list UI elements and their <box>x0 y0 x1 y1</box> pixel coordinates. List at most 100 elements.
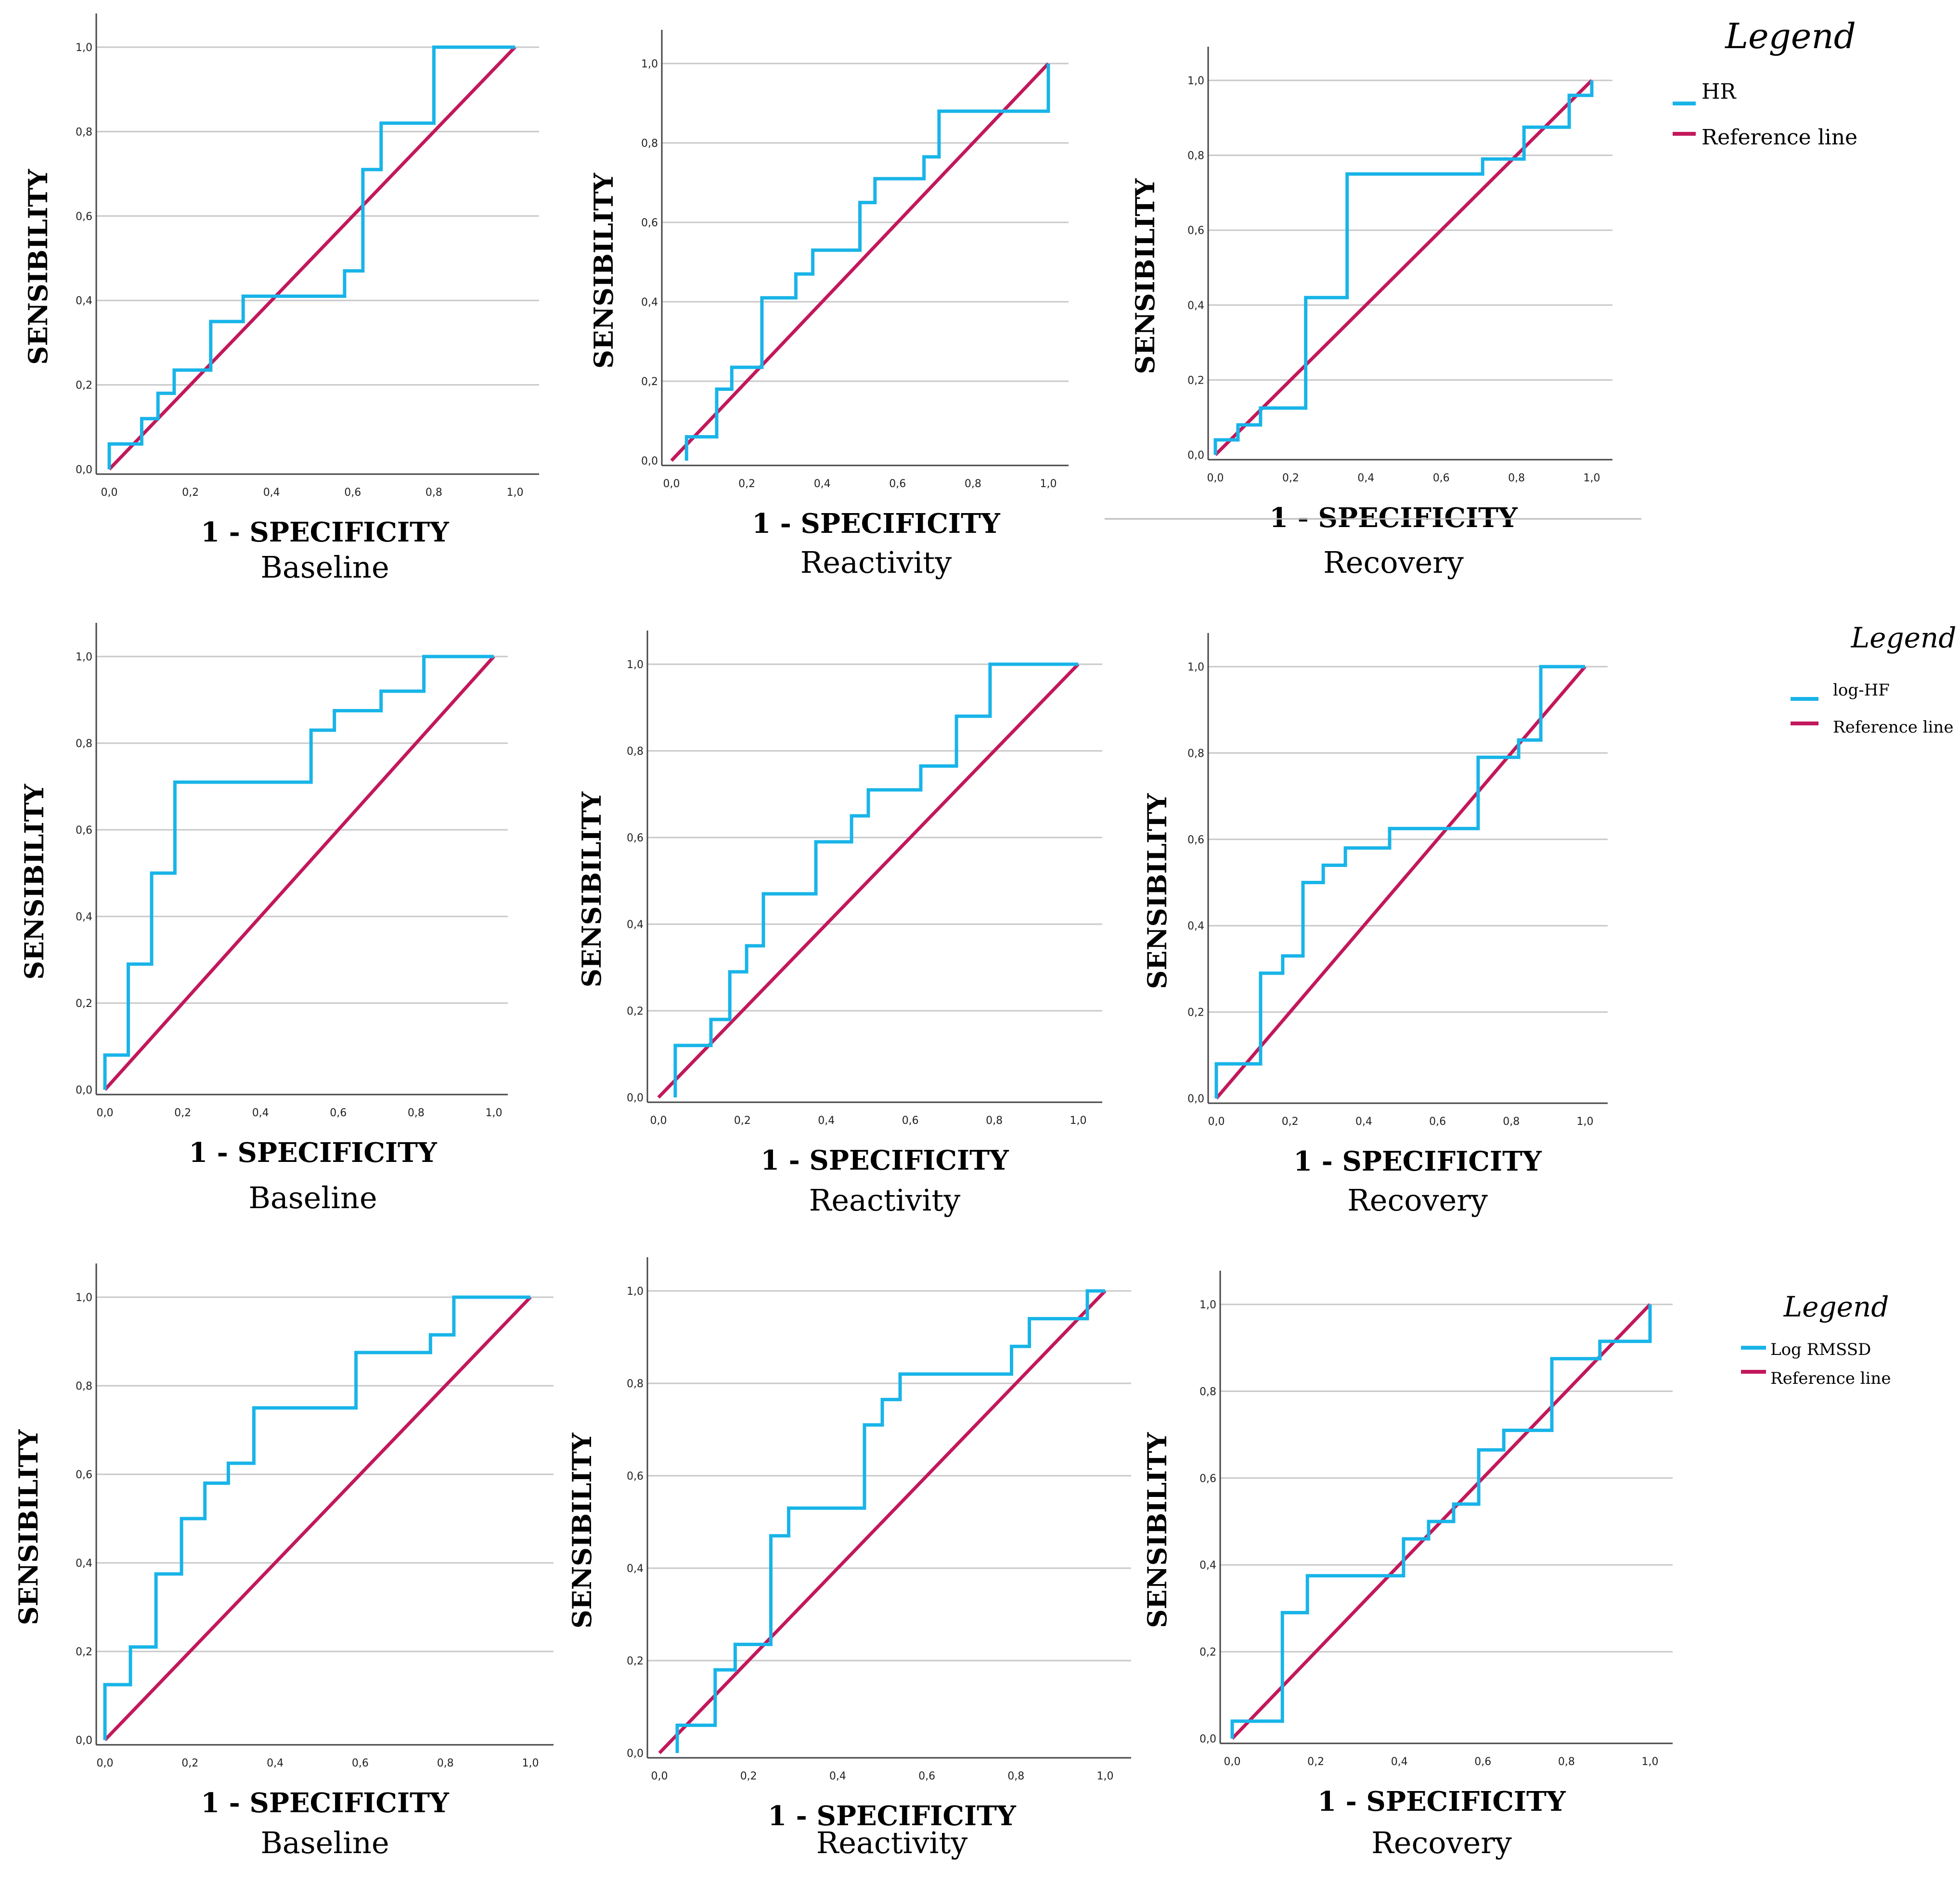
roc-curve-log-rmssd <box>675 1289 1105 1753</box>
x-tick-label: 0,0 <box>651 1770 668 1782</box>
x-tick-label: 0,4 <box>267 1757 284 1769</box>
y-tick-label: 1,0 <box>76 651 92 663</box>
roc-curve-log-hf <box>673 662 1078 1097</box>
legend-label-reference: Reference line <box>1702 125 1857 150</box>
y-tick-label: 1,0 <box>1187 661 1204 673</box>
y-tick-label: 1,0 <box>627 659 644 671</box>
reference-line <box>108 46 516 471</box>
legend-label-roc: Log RMSSD <box>1770 1340 1871 1359</box>
x-tick-label: 1,0 <box>522 1757 539 1769</box>
x-tick-label: 0,4 <box>814 478 831 490</box>
x-tick-label: 0,6 <box>902 1115 919 1127</box>
roc-curve-log-rmssd <box>1230 1304 1652 1739</box>
x-tick-label: 0,6 <box>1433 472 1450 484</box>
x-tick-label: 0,0 <box>1207 472 1224 484</box>
y-tick-label: 0,6 <box>641 217 658 229</box>
panel-subtitle: Recovery <box>1371 1825 1512 1860</box>
x-tick-label: 0,0 <box>101 487 118 499</box>
x-tick-label: 0,8 <box>426 487 442 499</box>
y-tick-label: 0,8 <box>76 126 92 138</box>
panel-subtitle: Reactivity <box>800 545 952 580</box>
x-tick-label: 1,0 <box>1097 1770 1114 1782</box>
y-tick-label: 1,0 <box>1199 1299 1216 1311</box>
y-tick-label: 0,4 <box>76 295 92 307</box>
roc-chart-9: 0,0 0,0 0,2 0,2 0,4 0,4 0,6 0,6 0,8 0,8 1,0 1,0 SENS… <box>1142 1271 1673 1860</box>
x-axis-label: 1 - SPECIFICITY <box>1269 502 1518 534</box>
roc-curve-hr <box>107 45 515 469</box>
x-tick-label: 0,2 <box>740 1770 757 1782</box>
y-axis-label: SENSIBILITY <box>567 1432 597 1628</box>
x-tick-label: 0,6 <box>352 1757 369 1769</box>
y-tick-label: 0,2 <box>76 380 92 392</box>
panel-subtitle: Baseline <box>248 1180 377 1215</box>
legend-label-reference: Reference line <box>1833 718 1953 737</box>
y-tick-label: 0,0 <box>1199 1733 1216 1745</box>
x-axis-label: 1 - SPECIFICITY <box>768 1800 1017 1832</box>
panel-subtitle: Baseline <box>260 550 389 585</box>
reference-line <box>1215 665 1586 1100</box>
reference-line <box>1214 79 1593 456</box>
y-tick-label: 0,4 <box>1187 300 1204 312</box>
x-tick-label: 0,2 <box>1282 1116 1299 1128</box>
y-tick-label: 0,4 <box>76 911 92 923</box>
y-tick-label: 0,8 <box>1199 1386 1216 1398</box>
x-tick-label: 1,0 <box>1584 472 1600 484</box>
y-axis-label: SENSIBILITY <box>1142 793 1173 989</box>
roc-curve-hr <box>684 64 1050 461</box>
x-tick-label: 0,4 <box>1357 472 1374 484</box>
y-tick-label: 0,6 <box>76 825 92 837</box>
y-axis-label: SENSIBILITY <box>1142 1431 1173 1628</box>
x-tick-label: 0,8 <box>1503 1116 1520 1128</box>
y-tick-label: 0,6 <box>76 1469 92 1481</box>
y-tick-label: 0,0 <box>76 464 92 476</box>
x-tick-label: 0,0 <box>663 478 680 490</box>
y-tick-label: 0,6 <box>1187 225 1204 237</box>
y-tick-label: 0,8 <box>76 738 92 750</box>
roc-curve-log-hf <box>103 655 494 1090</box>
x-axis-label: 1 - SPECIFICITY <box>752 508 1001 540</box>
y-tick-label: 0,8 <box>627 746 644 758</box>
x-tick-label: 0,4 <box>263 487 280 499</box>
x-tick-label: 0,4 <box>1391 1756 1408 1768</box>
x-axis-label: 1 - SPECIFICITY <box>1293 1146 1542 1177</box>
legend-title: Legend <box>1851 621 1957 654</box>
y-tick-label: 0,2 <box>1187 374 1204 387</box>
y-tick-label: 0,2 <box>76 1646 92 1658</box>
x-tick-label: 0,8 <box>408 1107 425 1119</box>
roc-chart-7: 0,0 0,0 0,2 0,2 0,4 0,4 0,6 0,6 0,8 0,8 1,0 1,0 SENS… <box>13 1263 554 1860</box>
roc-chart-1: 0,0 0,0 0,2 0,2 0,4 0,4 0,6 0,6 0,8 0,8 1,0 1,0 SENS… <box>23 13 539 585</box>
y-tick-label: 1,0 <box>627 1286 644 1298</box>
x-tick-label: 1,0 <box>1577 1116 1594 1128</box>
y-axis-label: SENSIBILITY <box>23 168 53 365</box>
panel-subtitle: Recovery <box>1347 1183 1488 1218</box>
x-tick-label: 0,8 <box>1007 1770 1024 1782</box>
y-axis-label: SENSIBILITY <box>19 783 50 980</box>
x-tick-label: 0,4 <box>1355 1116 1372 1128</box>
x-tick-label: 1,0 <box>1070 1115 1087 1127</box>
x-tick-label: 0,6 <box>889 478 906 490</box>
x-tick-label: 0,4 <box>818 1115 835 1127</box>
y-tick-label: 0,4 <box>627 919 644 931</box>
reference-line <box>657 663 1080 1099</box>
y-tick-label: 0,6 <box>627 1470 644 1482</box>
x-tick-label: 0,0 <box>1224 1756 1241 1768</box>
roc-curve-log-hf <box>1214 665 1585 1098</box>
legend-label-roc: HR <box>1702 79 1737 104</box>
x-tick-label: 0,2 <box>738 478 755 490</box>
legend-title: Legend <box>1783 1290 1889 1323</box>
x-tick-label: 0,6 <box>344 487 361 499</box>
roc-chart-5: 0,0 0,0 0,2 0,2 0,4 0,4 0,6 0,6 0,8 0,8 1,0 1,0 SENS… <box>576 631 1102 1218</box>
y-tick-label: 0,6 <box>1199 1473 1216 1485</box>
panel-subtitle: Baseline <box>260 1825 389 1860</box>
reference-line <box>103 655 495 1091</box>
x-tick-label: 0,2 <box>182 487 199 499</box>
x-tick-label: 1,0 <box>1040 478 1057 490</box>
y-tick-label: 1,0 <box>76 1292 92 1304</box>
roc-chart-6: 0,0 0,0 0,2 0,2 0,4 0,4 0,6 0,6 0,8 0,8 1,0 1,0 SENS… <box>1142 633 1608 1218</box>
y-tick-label: 0,6 <box>627 832 644 844</box>
x-tick-label: 0,6 <box>330 1107 347 1119</box>
legend-3: Legend Log RMSSD Reference line <box>1741 1290 1891 1388</box>
y-tick-label: 0,2 <box>1187 1007 1204 1019</box>
y-tick-label: 0,2 <box>641 376 658 388</box>
y-tick-label: 0,0 <box>627 1092 644 1104</box>
